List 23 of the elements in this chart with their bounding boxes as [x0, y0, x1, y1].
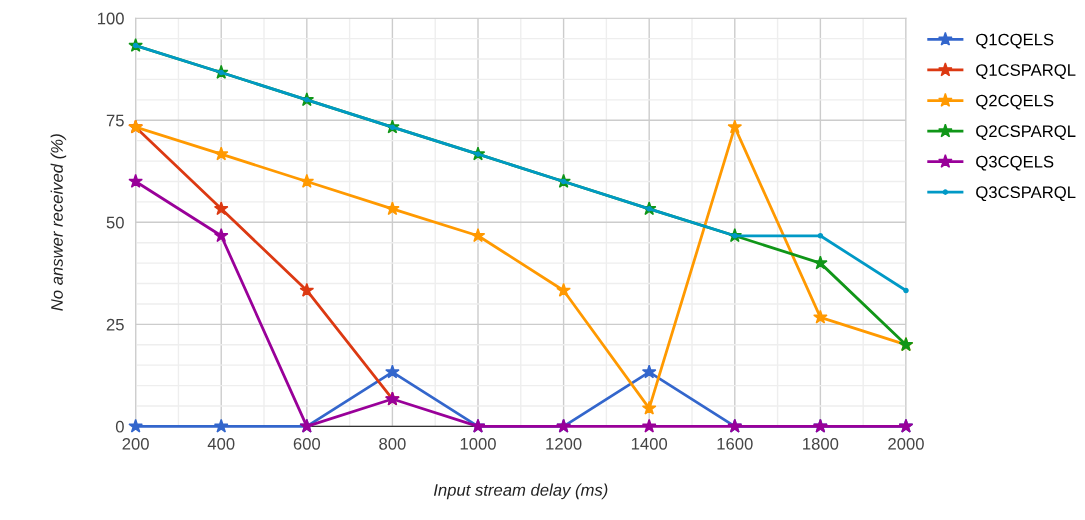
- x-tick-label: 400: [207, 437, 235, 450]
- x-tick-label: 2000: [888, 437, 924, 450]
- y-tick-label: 50: [106, 216, 124, 229]
- legend-label: Q1CQELS: [976, 33, 1054, 49]
- y-tick-label: 0: [115, 420, 124, 433]
- x-tick-label: 1600: [717, 437, 753, 450]
- legend-label: Q1CSPARQL: [976, 64, 1076, 79]
- y-tick-label: 100: [97, 12, 124, 25]
- x-tick-label: 1400: [631, 437, 668, 450]
- legend-label: Q3CSPARQL: [976, 186, 1076, 202]
- x-tick-label: 200: [122, 437, 149, 450]
- y-axis-title: No answer received (%): [50, 134, 67, 311]
- x-axis-title: Input stream delay (ms): [433, 483, 608, 500]
- legend-label: Q3CQELS: [976, 155, 1054, 171]
- x-tick-label: 1000: [460, 437, 496, 450]
- x-tick-label: 1200: [546, 437, 582, 450]
- legend-label: Q2CSPARQL: [976, 125, 1076, 141]
- y-tick-label: 75: [106, 114, 124, 127]
- x-tick-label: 800: [379, 437, 406, 450]
- y-tick-label: 25: [106, 318, 124, 331]
- legend-label: Q2CQELS: [976, 94, 1054, 110]
- x-tick-label: 600: [293, 437, 321, 450]
- x-tick-label: 1800: [803, 437, 839, 450]
